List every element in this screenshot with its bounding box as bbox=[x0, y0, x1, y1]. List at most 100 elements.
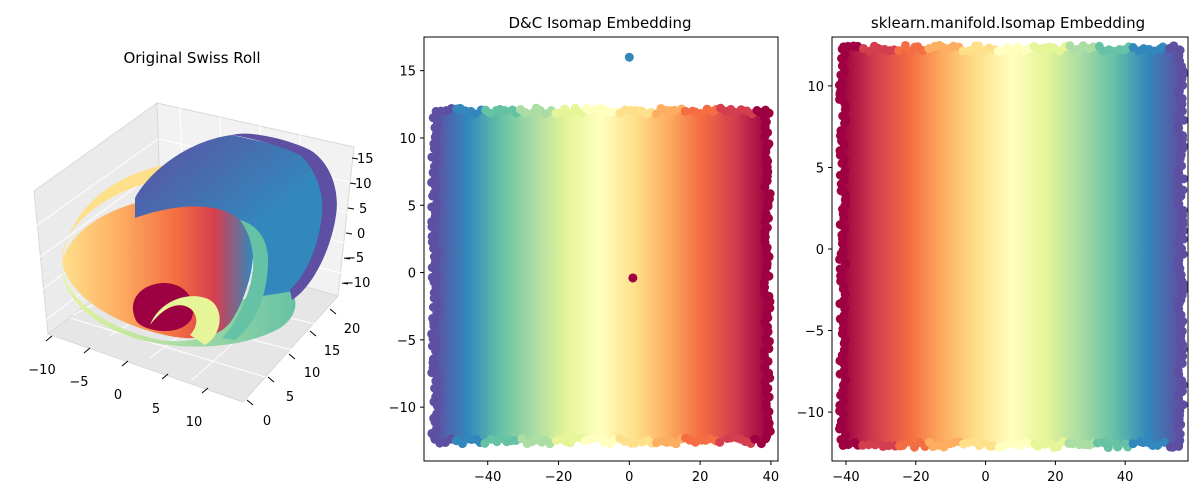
scatter-point bbox=[763, 201, 773, 211]
scatter-point bbox=[1177, 74, 1187, 84]
chart-title: D&C Isomap Embedding bbox=[508, 14, 691, 32]
scatter-point bbox=[978, 438, 988, 448]
scatter-band bbox=[842, 48, 1182, 445]
z-tick-label: −5 bbox=[345, 251, 364, 266]
scatter-point bbox=[1177, 99, 1187, 109]
scatter-point bbox=[585, 105, 595, 115]
roll-top-sheet bbox=[135, 135, 333, 298]
y-axis-ticks: 0 5 10 15 20 bbox=[246, 308, 361, 429]
y-axis-ticks: −10 −5 0 5 10 bbox=[797, 80, 832, 421]
x-tick-label: 20 bbox=[692, 470, 709, 485]
x-tick-label: −20 bbox=[545, 470, 572, 485]
scatter-point bbox=[670, 105, 680, 115]
roll-side-wrap bbox=[222, 220, 268, 340]
scatter-point bbox=[431, 376, 441, 386]
outlier-point bbox=[628, 273, 638, 283]
x-tick-label: 20 bbox=[1047, 470, 1064, 485]
scatter-point bbox=[1128, 439, 1138, 449]
x-tick-label: 0 bbox=[114, 388, 122, 403]
dc-plot-area bbox=[427, 52, 775, 449]
x-axis-ticks: −10 −5 0 5 10 bbox=[28, 335, 209, 430]
scatter-point bbox=[864, 440, 874, 450]
scatter-point bbox=[835, 369, 845, 379]
scatter-point bbox=[1153, 440, 1163, 450]
scatter-point bbox=[432, 401, 442, 411]
dc-isomap-panel: D&C Isomap Embedding −40 −20 0 20 40 −10 −5 0 5… bbox=[389, 14, 780, 485]
scatter-point bbox=[1033, 441, 1043, 451]
y-tick-label: 15 bbox=[399, 65, 416, 80]
z-tick-label: −10 bbox=[343, 276, 370, 291]
scatter-point bbox=[428, 191, 438, 201]
scatter-point bbox=[835, 424, 845, 434]
scatter-point bbox=[1174, 123, 1184, 133]
scatter-point bbox=[838, 409, 848, 419]
scatter-point bbox=[840, 119, 850, 129]
scatter-point bbox=[764, 392, 774, 402]
scatter-point bbox=[431, 346, 441, 356]
y-tick-label: 10 bbox=[399, 132, 416, 147]
scatter-point bbox=[1113, 442, 1123, 452]
scatter-point bbox=[764, 336, 774, 346]
scatter-point bbox=[570, 103, 580, 113]
scatter-point bbox=[963, 438, 973, 448]
y-tick-label: −10 bbox=[797, 406, 824, 421]
x-tick-label: −10 bbox=[28, 363, 55, 378]
roll-outer-front bbox=[61, 161, 319, 262]
z-axis-ticks: −10 −5 0 5 10 15 bbox=[341, 152, 374, 291]
x-tick-label: 40 bbox=[1117, 470, 1134, 485]
chart-title: sklearn.manifold.Isomap Embedding bbox=[871, 14, 1145, 32]
scatter-point bbox=[761, 147, 771, 157]
scatter-point bbox=[838, 440, 848, 450]
y-tick-label: 0 bbox=[816, 243, 824, 258]
x-tick-label: 0 bbox=[625, 470, 633, 485]
scatter-point bbox=[903, 437, 913, 447]
x-tick-label: −40 bbox=[832, 470, 859, 485]
x-axis-ticks: −40 −20 0 20 40 bbox=[832, 461, 1133, 485]
scatter-point bbox=[1174, 439, 1184, 449]
y-tick-label: 0 bbox=[263, 414, 271, 429]
scatter-point bbox=[884, 441, 894, 451]
x-tick-label: −40 bbox=[474, 470, 501, 485]
scatter-point bbox=[726, 433, 736, 443]
z-tick-label: 15 bbox=[357, 152, 374, 167]
scatter-point bbox=[1179, 174, 1188, 184]
x-axis-ticks: −40 −20 0 20 40 bbox=[474, 461, 779, 485]
y-tick-label: 5 bbox=[286, 390, 294, 405]
scatter-point bbox=[696, 108, 706, 118]
y-tick-label: 5 bbox=[408, 199, 416, 214]
scatter-point bbox=[900, 40, 910, 50]
sklearn-isomap-panel: sklearn.manifold.Isomap Embedding −40 −20… bbox=[797, 14, 1189, 485]
roll-inner-ring bbox=[150, 296, 220, 345]
scatter-point bbox=[630, 438, 640, 448]
scatter-point bbox=[570, 433, 580, 443]
z-tick-label: 10 bbox=[355, 177, 372, 192]
scatter-point bbox=[1003, 42, 1013, 52]
x-tick-label: 0 bbox=[981, 470, 989, 485]
y-tick-label: 5 bbox=[816, 161, 824, 176]
scatter-point bbox=[837, 158, 847, 168]
x-tick-label: 5 bbox=[152, 402, 160, 417]
scatter-point bbox=[764, 407, 774, 417]
swiss-roll-3d-panel: Original Swiss Roll bbox=[28, 49, 373, 430]
y-tick-label: 10 bbox=[807, 80, 824, 95]
scatter-point bbox=[750, 434, 760, 444]
scatter-point bbox=[560, 104, 570, 114]
scatter-point bbox=[500, 106, 510, 116]
x-tick-label: −20 bbox=[902, 470, 929, 485]
scatter-point bbox=[1013, 42, 1023, 52]
scatter-point bbox=[762, 431, 772, 441]
scatter-point bbox=[1174, 199, 1184, 209]
scatter-point bbox=[839, 359, 849, 369]
x-tick-label: 40 bbox=[763, 470, 780, 485]
scatter-point bbox=[836, 179, 846, 189]
scatter-point bbox=[429, 432, 439, 442]
y-tick-label: 0 bbox=[408, 267, 416, 282]
outlier-point bbox=[624, 52, 634, 62]
scatter-point bbox=[429, 321, 439, 331]
y-axis-ticks: −10 −5 0 5 10 15 bbox=[389, 65, 424, 416]
y-tick-label: 20 bbox=[344, 322, 361, 337]
scatter-point bbox=[760, 182, 770, 192]
scatter-point bbox=[1176, 320, 1186, 330]
y-tick-label: −10 bbox=[389, 401, 416, 416]
